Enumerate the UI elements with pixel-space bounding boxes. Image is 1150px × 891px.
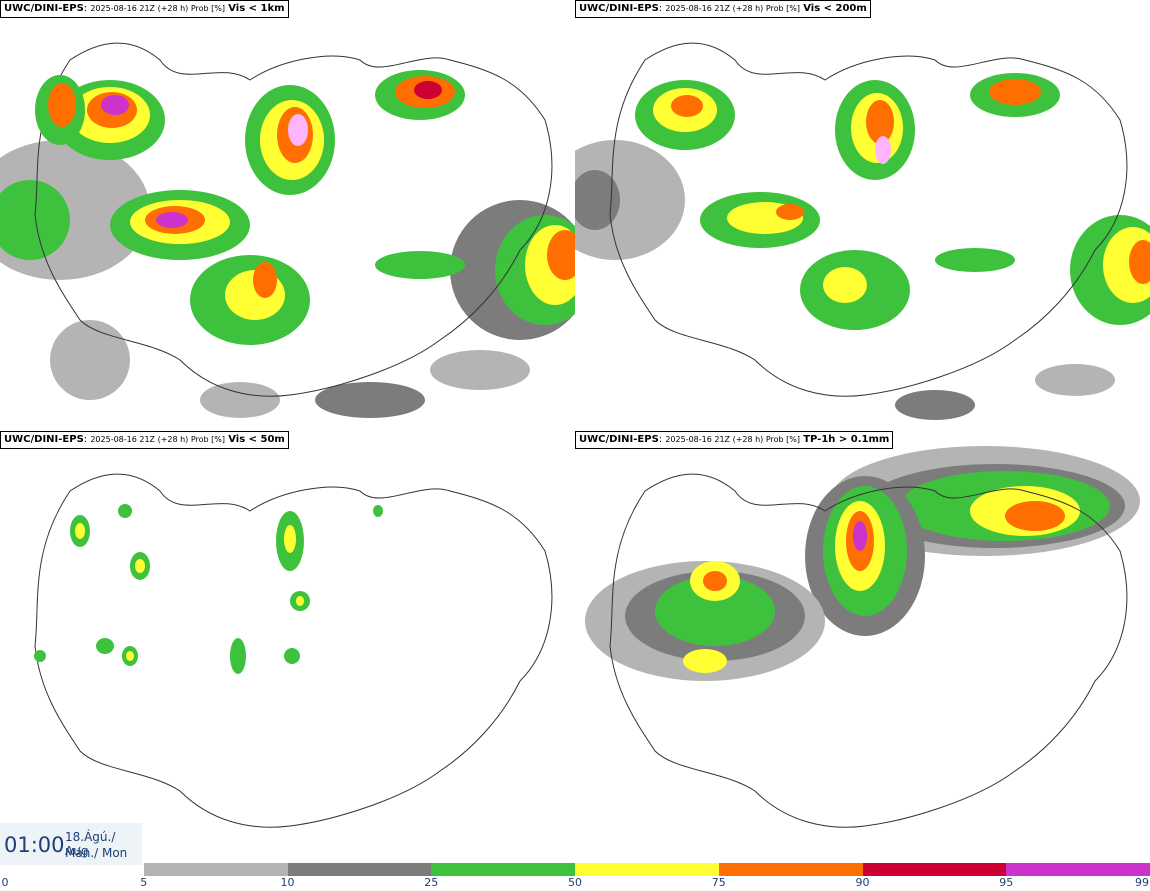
run-info: 2025-08-16 21Z (+28 h) Prob [%]	[90, 4, 226, 13]
run-info: 2025-08-16 21Z (+28 h) Prob [%]	[665, 435, 801, 444]
legend-band	[0, 863, 144, 876]
legend-tick-label: 25	[424, 876, 439, 889]
parameter-label: Vis < 50m	[228, 434, 285, 445]
panel-title: UWC/DINI-EPS: 2025-08-16 21Z (+28 h) Pro…	[575, 431, 894, 449]
legend-tick-label: 75	[711, 876, 726, 889]
probability-map-tp-1h	[585, 446, 1140, 828]
legend-band	[718, 863, 863, 876]
legend-band	[862, 863, 1007, 876]
legend-tick-label: 0	[1, 876, 9, 889]
legend-tick-label: 10	[280, 876, 295, 889]
probability-legend: 0 5 10 25 50 75 90 95 99	[0, 862, 1150, 891]
legend-band	[143, 863, 288, 876]
legend-band	[431, 863, 575, 876]
legend-tick-label: 99	[1135, 876, 1149, 889]
map-panel-tp-1h: UWC/DINI-EPS: 2025-08-16 21Z (+28 h) Pro…	[575, 431, 1150, 862]
map-panel-vis-1km: UWC/DINI-EPS: 2025-08-16 21Z (+28 h) Pro…	[0, 0, 575, 431]
run-info: 2025-08-16 21Z (+28 h) Prob [%]	[665, 4, 801, 13]
legend-tick-label: 95	[999, 876, 1014, 889]
legend-band	[575, 863, 719, 876]
model-source: UWC/DINI-EPS	[4, 3, 84, 14]
legend-band	[1006, 863, 1150, 876]
parameter-label: Vis < 1km	[228, 3, 285, 14]
parameter-label: TP-1h > 0.1mm	[803, 434, 890, 445]
legend-tick-label: 90	[855, 876, 870, 889]
legend-tick-label: 50	[568, 876, 582, 889]
probability-map-vis-50m	[34, 473, 553, 828]
panel-title: UWC/DINI-EPS: 2025-08-16 21Z (+28 h) Pro…	[575, 0, 871, 18]
probability-map-vis-1km	[0, 42, 575, 418]
panel-title: UWC/DINI-EPS: 2025-08-16 21Z (+28 h) Pro…	[0, 431, 289, 449]
panel-title: UWC/DINI-EPS: 2025-08-16 21Z (+28 h) Pro…	[0, 0, 289, 18]
valid-day: Mán./ Mon	[65, 846, 128, 860]
map-panel-vis-50m: UWC/DINI-EPS: 2025-08-16 21Z (+28 h) Pro…	[0, 431, 575, 862]
model-source: UWC/DINI-EPS	[4, 434, 84, 445]
probability-map-vis-200m	[575, 42, 1150, 420]
run-info: 2025-08-16 21Z (+28 h) Prob [%]	[90, 435, 226, 444]
valid-date: 18.Ágú./ Aug	[65, 830, 116, 858]
parameter-label: Vis < 200m	[803, 3, 867, 14]
valid-time: 01:00	[4, 833, 65, 857]
valid-time-box: 01:00 18.Ágú./ Aug Mán./ Mon	[0, 823, 142, 865]
legend-band	[287, 863, 432, 876]
model-source: UWC/DINI-EPS	[579, 434, 659, 445]
map-panel-vis-200m: UWC/DINI-EPS: 2025-08-16 21Z (+28 h) Pro…	[575, 0, 1150, 431]
model-source: UWC/DINI-EPS	[579, 3, 659, 14]
legend-tick-label: 5	[140, 876, 148, 889]
